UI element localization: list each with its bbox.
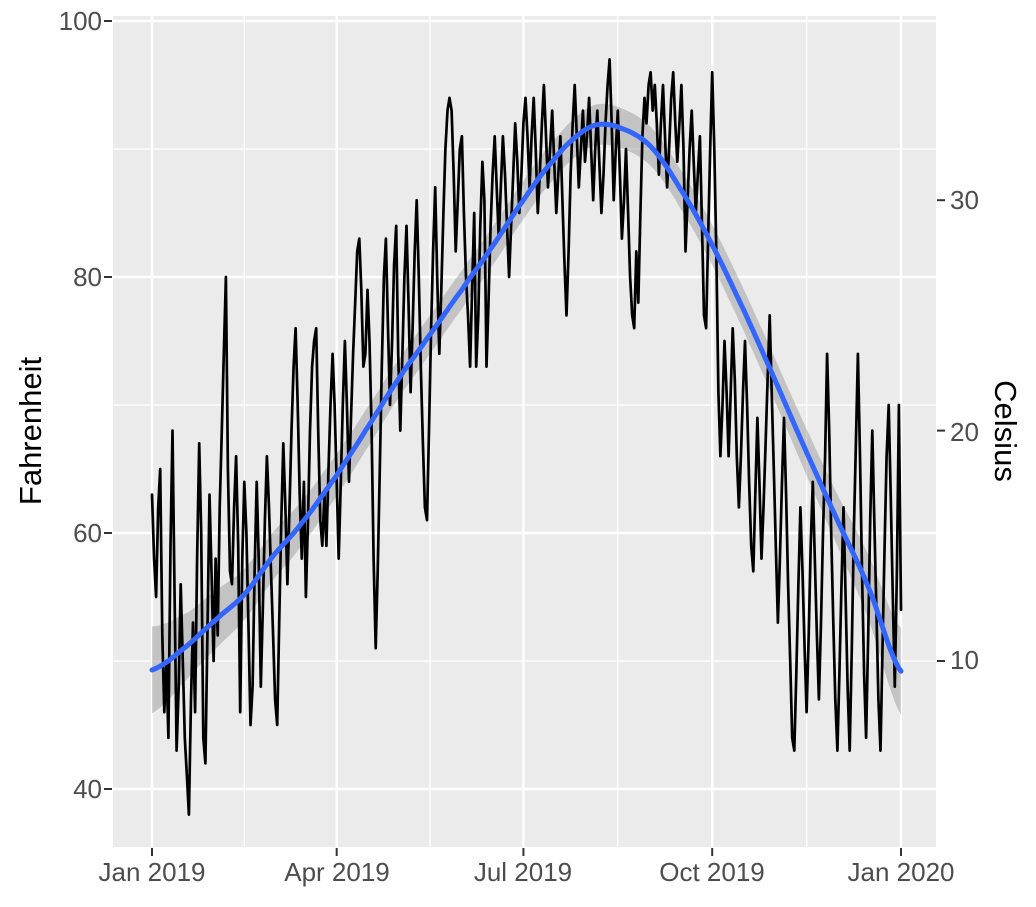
bottom-tick-label-jan-2020: Jan 2020 <box>847 857 955 887</box>
axis-tick-marks <box>104 20 945 856</box>
left-tick-label-100: 100 <box>58 6 102 36</box>
bottom-tick-label-jan-2019: Jan 2019 <box>98 857 206 887</box>
bottom-tick-label-apr-2019: Apr 2019 <box>284 857 390 887</box>
left-axis-title-fahrenheit: Fahrenheit <box>13 356 48 506</box>
bottom-tick-label-oct-2019: Oct 2019 <box>659 857 765 887</box>
left-tick-label-80: 80 <box>73 262 102 292</box>
right-axis-title-celsius: Celsius <box>988 380 1023 482</box>
right-tick-label-20: 20 <box>950 417 979 447</box>
left-tick-label-60: 60 <box>73 518 102 548</box>
confidence-ribbon <box>152 103 901 715</box>
right-tick-label-10: 10 <box>950 645 979 675</box>
daily-temperature-line <box>150 58 903 816</box>
bottom-tick-label-jul-2019: Jul 2019 <box>473 857 573 887</box>
grid-major <box>113 16 936 847</box>
loess-smooth-line <box>149 121 904 674</box>
left-tick-label-40: 40 <box>73 774 102 804</box>
right-tick-label-30: 30 <box>950 185 979 215</box>
